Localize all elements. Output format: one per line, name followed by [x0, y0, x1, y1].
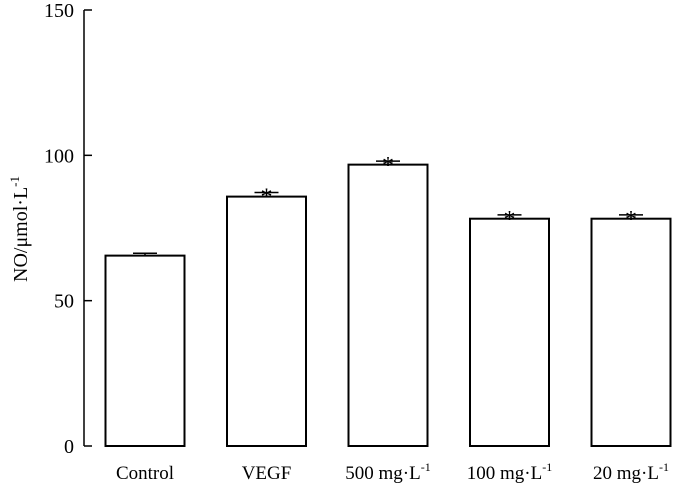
y-axis: 0 50 100 150 [44, 0, 92, 458]
y-tick-label: 100 [44, 145, 74, 167]
y-tick-label: 150 [44, 0, 74, 22]
bar [469, 217, 550, 447]
y-tick-label: 0 [64, 436, 74, 458]
y-axis-title-superscript: -1 [7, 176, 22, 187]
y-axis-title-main: NO/μmol·L [10, 187, 32, 282]
x-category-label: 500 mg·L-1 [345, 460, 430, 484]
significance-marker: * [382, 153, 394, 179]
x-category-label: VEGF [242, 463, 292, 484]
significance-marker: * [625, 207, 637, 233]
x-category-label: Control [116, 463, 174, 484]
y-tick-label: 50 [54, 291, 74, 313]
bar [104, 254, 186, 447]
significance-marker: * [261, 185, 273, 211]
significance-marker: * [504, 207, 516, 233]
bar [347, 163, 429, 447]
y-axis-title: NO/μmol·L-1 [7, 176, 32, 282]
bars-group: * * * * [104, 153, 672, 447]
bar [226, 195, 307, 447]
bar [590, 217, 672, 447]
x-category-label: 100 mg·L-1 [467, 460, 552, 484]
x-category-label: 20 mg·L-1 [593, 460, 669, 484]
x-axis-labels: Control VEGF 500 mg·L-1 100 mg·L-1 20 mg·L-1 [116, 460, 669, 484]
